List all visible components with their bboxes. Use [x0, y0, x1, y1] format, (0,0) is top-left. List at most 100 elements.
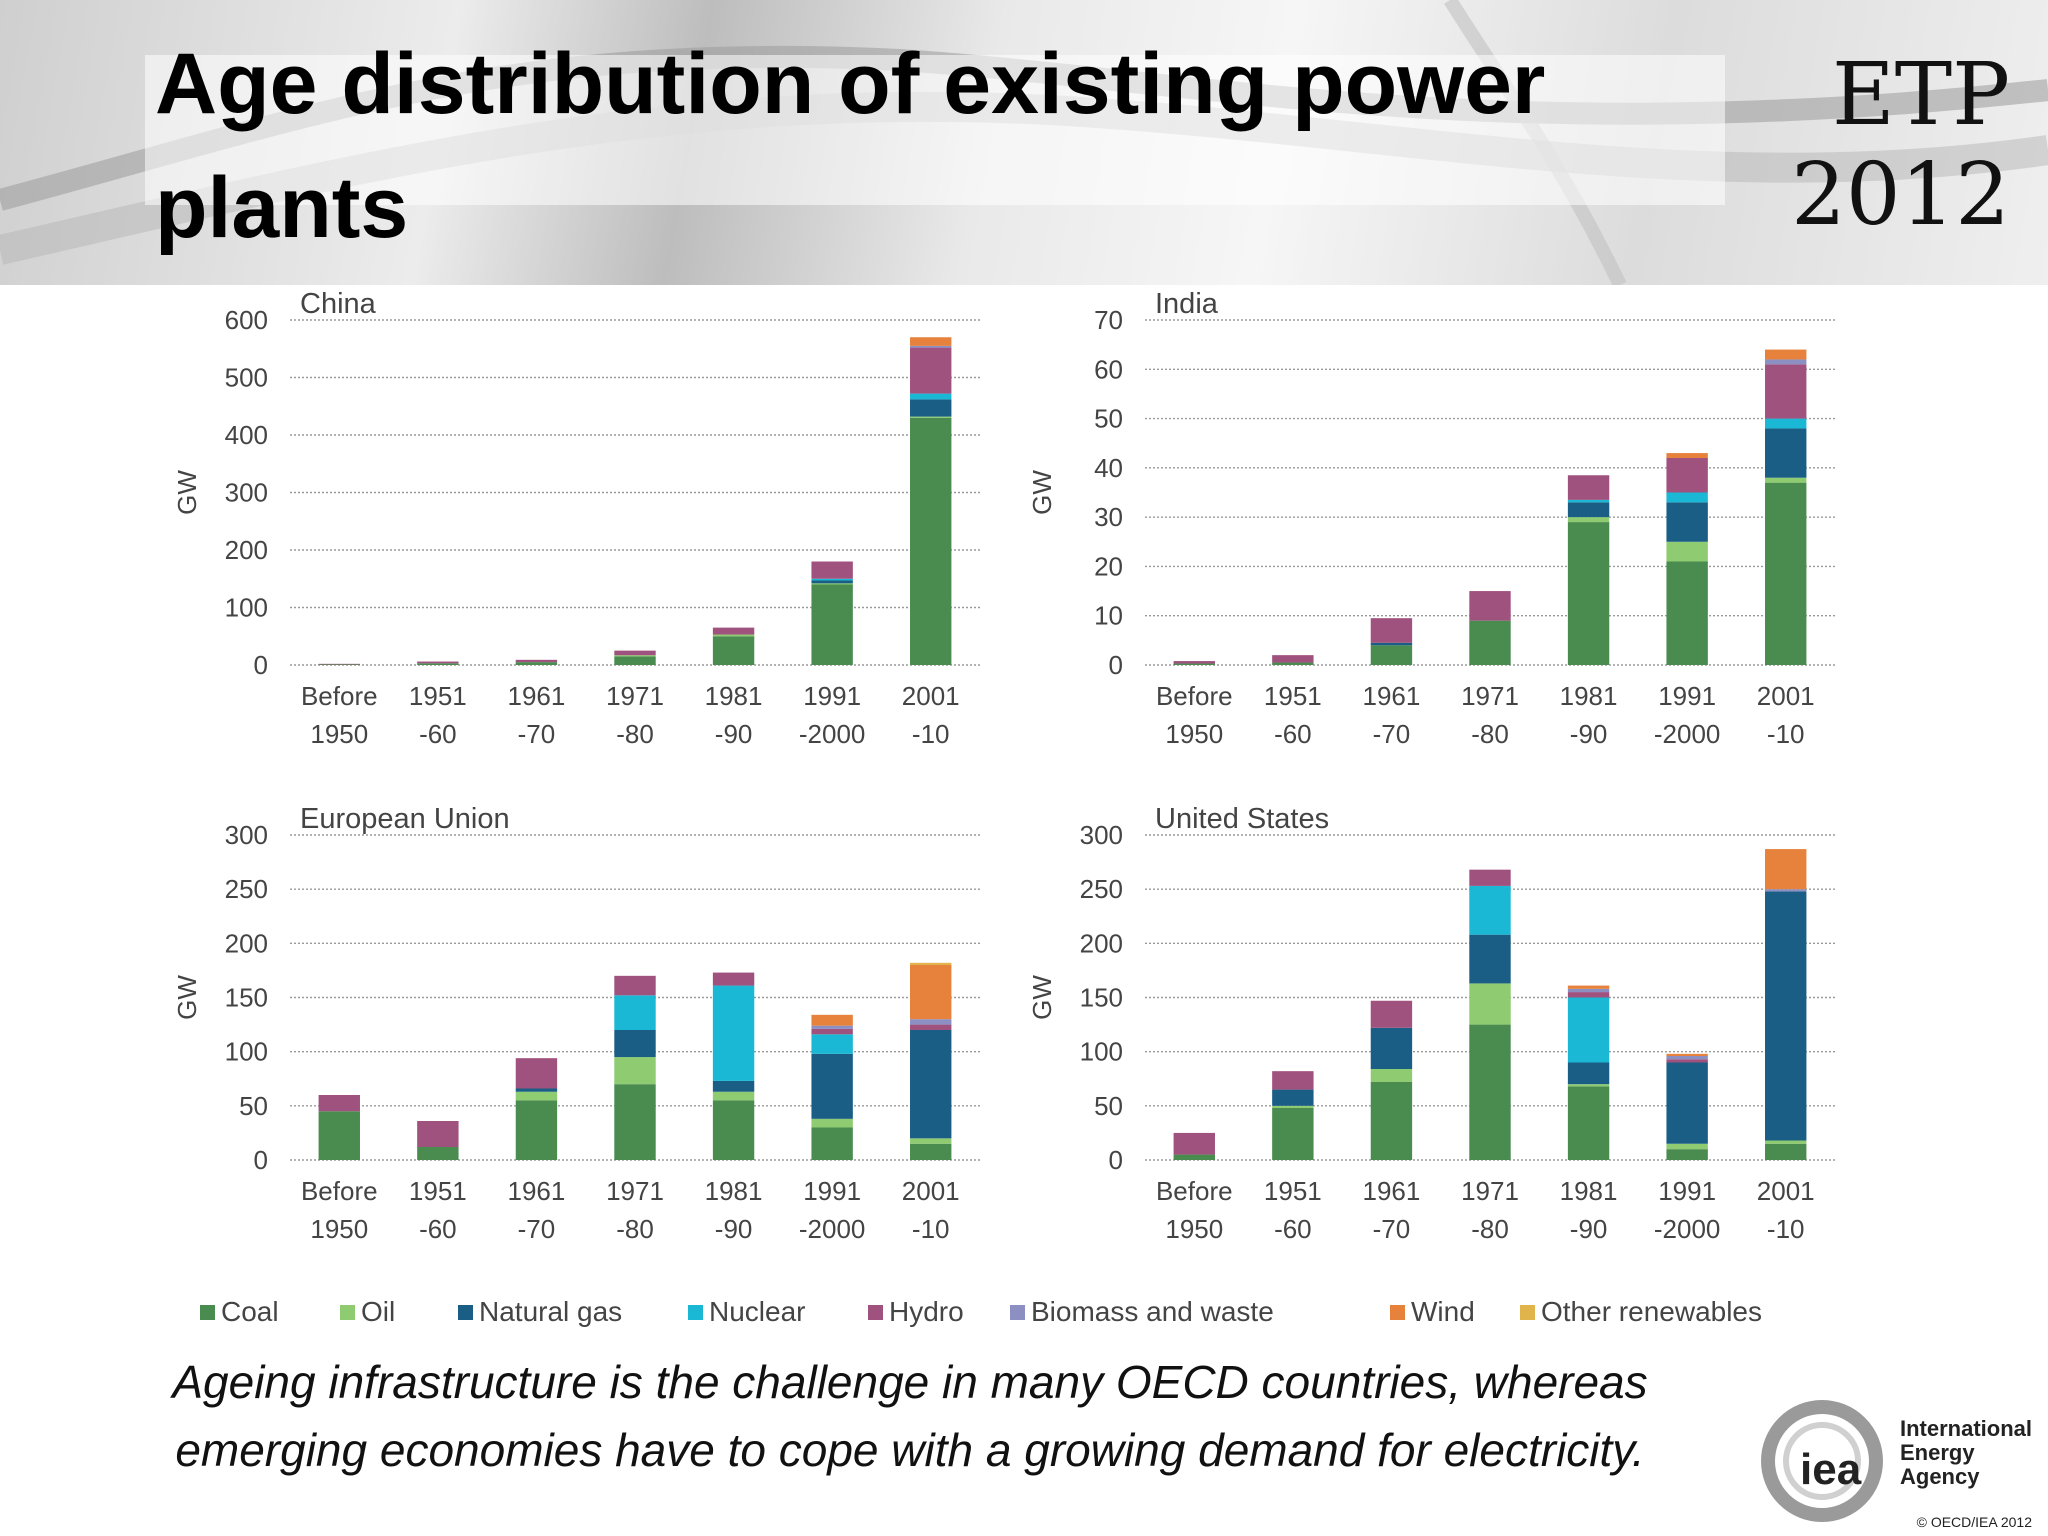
x-tick-label: 2001: [1757, 1176, 1815, 1206]
bar-segment-coal: [417, 663, 459, 665]
bar-segment-nuclear: [614, 995, 656, 1030]
x-tick-label: 1991: [803, 681, 861, 711]
legend-swatch: [340, 1304, 355, 1320]
bar-segment-wind: [1567, 985, 1610, 989]
x-tick-label: 1981: [705, 1176, 763, 1206]
x-tick-label: -90: [1570, 719, 1608, 749]
y-tick-label: 150: [1080, 983, 1123, 1013]
bar-segment-natural-gas: [1666, 502, 1708, 542]
bar-segment-oil: [1765, 477, 1807, 483]
legend-label: Natural gas: [479, 1296, 623, 1327]
etp-logo-line1: ETP: [1831, 45, 2010, 145]
x-tick-label: 1951: [1264, 681, 1322, 711]
legend-label: Hydro: [889, 1296, 964, 1327]
iea-name: International Energy Agency: [1900, 1417, 2040, 1489]
x-tick-label: -10: [1767, 1214, 1805, 1244]
bar-segment-coal: [1173, 663, 1215, 665]
bar-segment-coal: [811, 1127, 853, 1160]
bar-segment-coal: [1173, 1154, 1215, 1160]
bar-segment-coal: [318, 1111, 360, 1160]
bar-segment-nuclear: [910, 393, 952, 400]
bar-segment-wind: [910, 965, 952, 1020]
bar-segment-hydro: [1469, 869, 1511, 886]
legend-label: Biomass and waste: [1031, 1296, 1274, 1327]
bar-segment-oil: [1567, 517, 1610, 523]
x-tick-label: 1950: [310, 1214, 368, 1244]
legend-item-other-renewables: Other renewables: [1520, 1296, 1762, 1328]
bar-segment-hydro: [1567, 992, 1610, 998]
bar-segment-coal: [1469, 1024, 1511, 1160]
y-tick-label: 60: [1094, 354, 1123, 384]
y-tick-label: 300: [225, 820, 268, 850]
y-tick-label: 200: [225, 535, 268, 565]
bar-segment-oil: [1666, 541, 1708, 562]
bar-segment-hydro: [811, 1028, 853, 1035]
legend-label: Coal: [221, 1296, 279, 1327]
x-tick-label: -70: [518, 1214, 556, 1244]
x-tick-label: Before: [1156, 1176, 1233, 1206]
bar-segment-hydro: [1370, 1000, 1413, 1028]
legend-item-natural-gas: Natural gas: [458, 1296, 622, 1328]
legend-label: Nuclear: [709, 1296, 806, 1327]
x-tick-label: Before: [301, 1176, 378, 1206]
x-tick-label: -90: [715, 1214, 753, 1244]
bar-segment-coal: [811, 584, 853, 665]
bar-segment-coal: [1567, 1086, 1610, 1160]
y-tick-label: 250: [225, 874, 268, 904]
x-tick-label: -60: [419, 719, 457, 749]
chart-title: India: [1155, 288, 1219, 320]
bar-segment-hydro: [318, 1095, 360, 1112]
bar-segment-biomass-and-waste: [1567, 988, 1610, 993]
bar-segment-oil: [614, 1057, 656, 1085]
bar-segment-coal: [614, 656, 656, 665]
legend-label: Other renewables: [1541, 1296, 1763, 1327]
chart-title: China: [300, 288, 377, 320]
bar-segment-hydro: [1666, 1059, 1708, 1063]
legend-item-wind: Wind: [1390, 1296, 1475, 1328]
title-panel: [145, 55, 1725, 205]
y-tick-label: 0: [254, 650, 268, 680]
chart-title: United States: [1155, 803, 1329, 835]
bar-segment-biomass-and-waste: [910, 345, 952, 348]
iea-name-line-2: Energy Agency: [1900, 1440, 1980, 1489]
y-tick-label: 70: [1094, 305, 1123, 335]
bar-segment-wind: [1765, 849, 1807, 890]
etp-2012-logo: ETP 2012: [1770, 45, 2010, 245]
bar-segment-natural-gas: [1765, 428, 1807, 478]
x-tick-label: 2001: [902, 1176, 960, 1206]
bar-segment-hydro: [1272, 1071, 1314, 1090]
bar-segment-coal: [515, 1100, 558, 1160]
x-tick-label: 1991: [1658, 1176, 1716, 1206]
bar-segment-hydro: [712, 972, 755, 986]
bar-segment-nuclear: [811, 1034, 853, 1054]
y-tick-label: 300: [1080, 820, 1123, 850]
caption-line-1: Ageing infrastructure is the challenge i…: [172, 1356, 1648, 1408]
bar-segment-natural-gas: [811, 1053, 853, 1119]
bar-segment-oil: [712, 1091, 755, 1101]
x-tick-label: 1950: [310, 719, 368, 749]
y-tick-label: 200: [225, 928, 268, 958]
bar-segment-biomass-and-waste: [1765, 359, 1807, 365]
x-tick-label: -70: [1373, 719, 1411, 749]
bar-segment-coal: [1765, 482, 1807, 665]
bar-segment-coal: [712, 1100, 755, 1160]
bar-segment-natural-gas: [1666, 1062, 1708, 1144]
bar-segment-coal: [1272, 1108, 1314, 1160]
bar-segment-natural-gas: [1370, 1027, 1413, 1069]
legend-item-oil: Oil: [340, 1296, 395, 1328]
bar-segment-hydro: [1173, 1132, 1215, 1155]
y-tick-label: 250: [1080, 874, 1123, 904]
x-tick-label: -2000: [799, 1214, 866, 1244]
bar-segment-hydro: [712, 627, 755, 635]
x-tick-label: -10: [912, 719, 950, 749]
bar-segment-hydro: [1469, 591, 1511, 621]
x-tick-label: 1950: [1165, 1214, 1223, 1244]
x-tick-label: -80: [1471, 719, 1509, 749]
bar-segment-nuclear: [1666, 492, 1708, 503]
bar-segment-hydro: [515, 1058, 558, 1089]
y-tick-label: 40: [1094, 453, 1123, 483]
x-tick-label: 1991: [1658, 681, 1716, 711]
bar-segment-natural-gas: [1370, 642, 1413, 646]
copyright-notice: © OECD/IEA 2012: [1916, 1514, 2032, 1530]
x-tick-label: 1981: [1560, 1176, 1618, 1206]
